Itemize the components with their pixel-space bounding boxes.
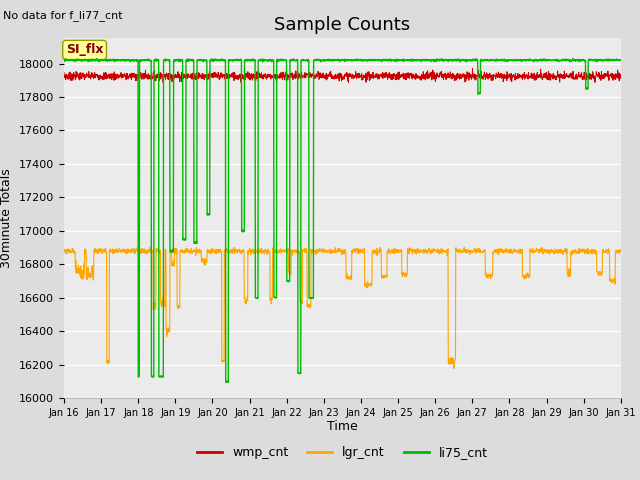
Y-axis label: 30minute Totals: 30minute Totals	[1, 168, 13, 268]
Text: SI_flx: SI_flx	[66, 44, 103, 57]
Text: No data for f_li77_cnt: No data for f_li77_cnt	[3, 11, 123, 22]
Title: Sample Counts: Sample Counts	[275, 16, 410, 34]
X-axis label: Time: Time	[327, 420, 358, 432]
Legend: wmp_cnt, lgr_cnt, li75_cnt: wmp_cnt, lgr_cnt, li75_cnt	[192, 441, 493, 464]
